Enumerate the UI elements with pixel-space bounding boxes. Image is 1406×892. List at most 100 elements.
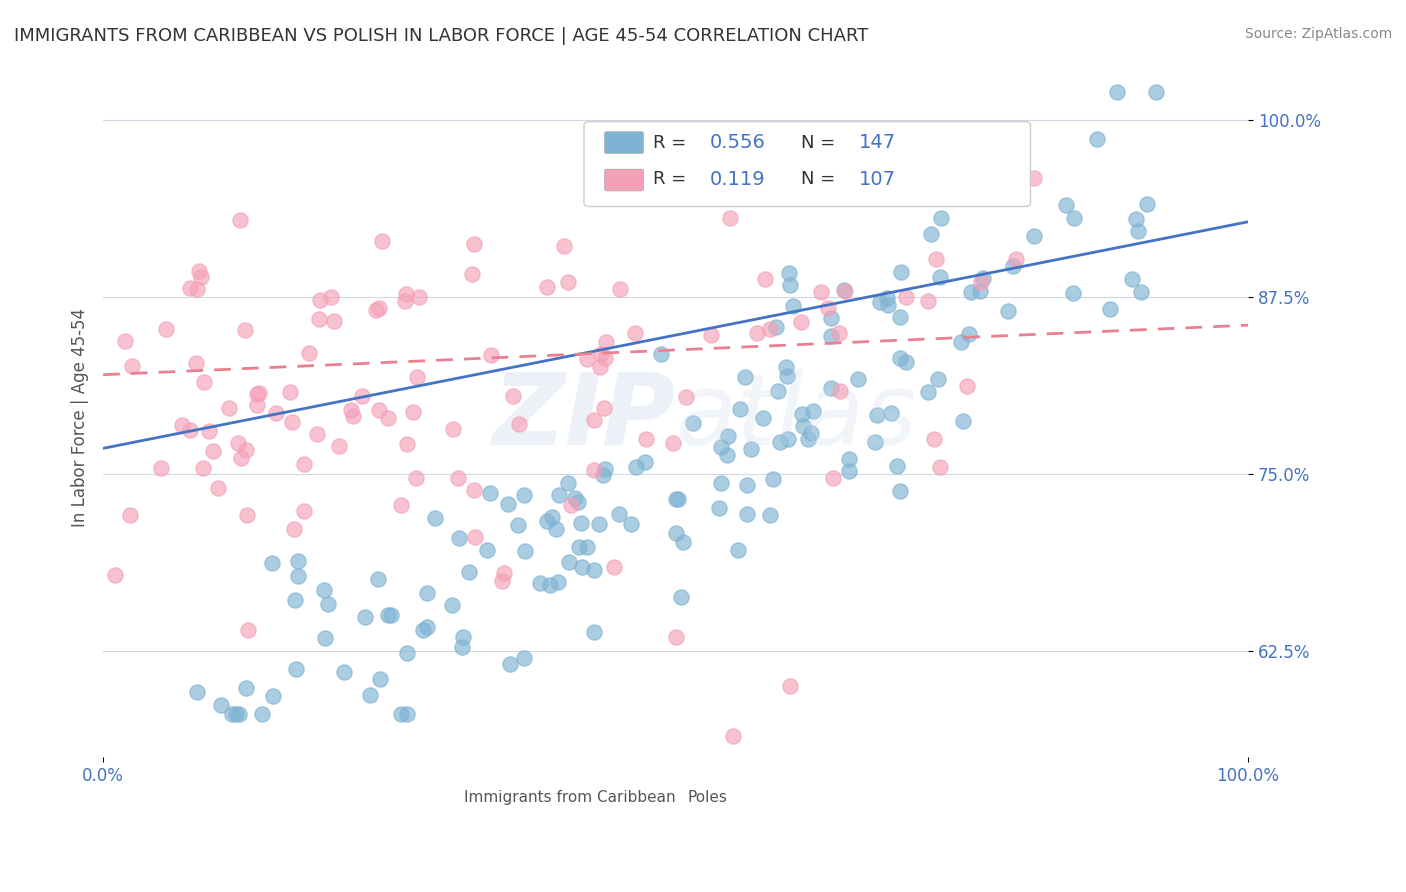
Point [666, 492, 689, 507]
Point [186, 685, 208, 699]
Point [368, 403, 391, 417]
Point [309, 293, 332, 308]
Point [779, 277, 801, 292]
Point [759, 322, 782, 336]
Point [252, 707, 274, 722]
Point [828, 384, 851, 398]
Point [603, 560, 626, 574]
Point [669, 590, 692, 604]
Point [1105, 85, 1128, 99]
Point [560, 498, 582, 512]
Point [735, 478, 758, 492]
Point [150, 460, 173, 475]
Point [202, 444, 225, 458]
Point [718, 211, 741, 226]
Point [828, 326, 851, 341]
Point [529, 575, 551, 590]
Point [582, 413, 605, 427]
Point [877, 298, 900, 312]
Point [607, 507, 630, 521]
Point [1022, 228, 1045, 243]
Point [571, 560, 593, 574]
Point [769, 434, 792, 449]
Point [634, 432, 657, 446]
Point [838, 463, 860, 477]
Point [792, 407, 814, 421]
Point [727, 542, 749, 557]
Point [221, 707, 243, 722]
Point [879, 406, 901, 420]
Point [820, 381, 842, 395]
Point [569, 516, 592, 530]
Point [103, 568, 125, 582]
Point [447, 471, 470, 485]
Point [711, 173, 734, 187]
Point [634, 455, 657, 469]
Point [246, 399, 269, 413]
Y-axis label: In Labor Force | Age 45-54: In Labor Force | Age 45-54 [72, 308, 89, 526]
Point [264, 406, 287, 420]
Point [538, 577, 561, 591]
Point [664, 492, 686, 507]
Point [190, 269, 212, 284]
Point [197, 425, 219, 439]
FancyBboxPatch shape [605, 169, 644, 191]
Point [759, 508, 782, 522]
Point [118, 508, 141, 522]
Point [408, 290, 430, 304]
Point [1063, 211, 1085, 225]
Point [800, 426, 823, 441]
Point [863, 434, 886, 449]
Point [1005, 252, 1028, 267]
Point [917, 293, 939, 308]
Point [869, 295, 891, 310]
Point [280, 415, 302, 429]
Point [650, 347, 672, 361]
Point [415, 586, 437, 600]
Point [508, 417, 530, 431]
Point [790, 315, 813, 329]
Point [354, 610, 377, 624]
Point [229, 451, 252, 466]
Point [1022, 171, 1045, 186]
Point [890, 265, 912, 279]
Point [557, 275, 579, 289]
Point [1121, 272, 1143, 286]
Point [665, 525, 688, 540]
Point [298, 345, 321, 359]
Point [475, 542, 498, 557]
Point [513, 544, 536, 558]
Text: N =: N = [801, 170, 841, 188]
Point [278, 384, 301, 399]
Point [340, 402, 363, 417]
Point [1130, 285, 1153, 300]
Point [478, 485, 501, 500]
Point [734, 369, 756, 384]
Point [226, 436, 249, 450]
Point [568, 540, 591, 554]
Point [396, 437, 419, 451]
Point [707, 500, 730, 515]
Point [359, 688, 381, 702]
Point [1144, 85, 1167, 99]
Point [709, 475, 731, 490]
Point [236, 624, 259, 638]
Point [547, 575, 569, 590]
Point [218, 401, 240, 415]
Point [575, 540, 598, 554]
Point [1002, 259, 1025, 273]
Point [333, 665, 356, 679]
Point [925, 252, 948, 266]
Point [179, 423, 201, 437]
Point [623, 326, 645, 340]
Point [776, 432, 799, 446]
Point [728, 401, 751, 416]
Point [834, 285, 856, 299]
Point [588, 517, 610, 532]
Point [582, 463, 605, 477]
Point [557, 555, 579, 569]
Point [595, 351, 617, 365]
Point [179, 281, 201, 295]
Point [394, 294, 416, 309]
Point [817, 301, 839, 315]
